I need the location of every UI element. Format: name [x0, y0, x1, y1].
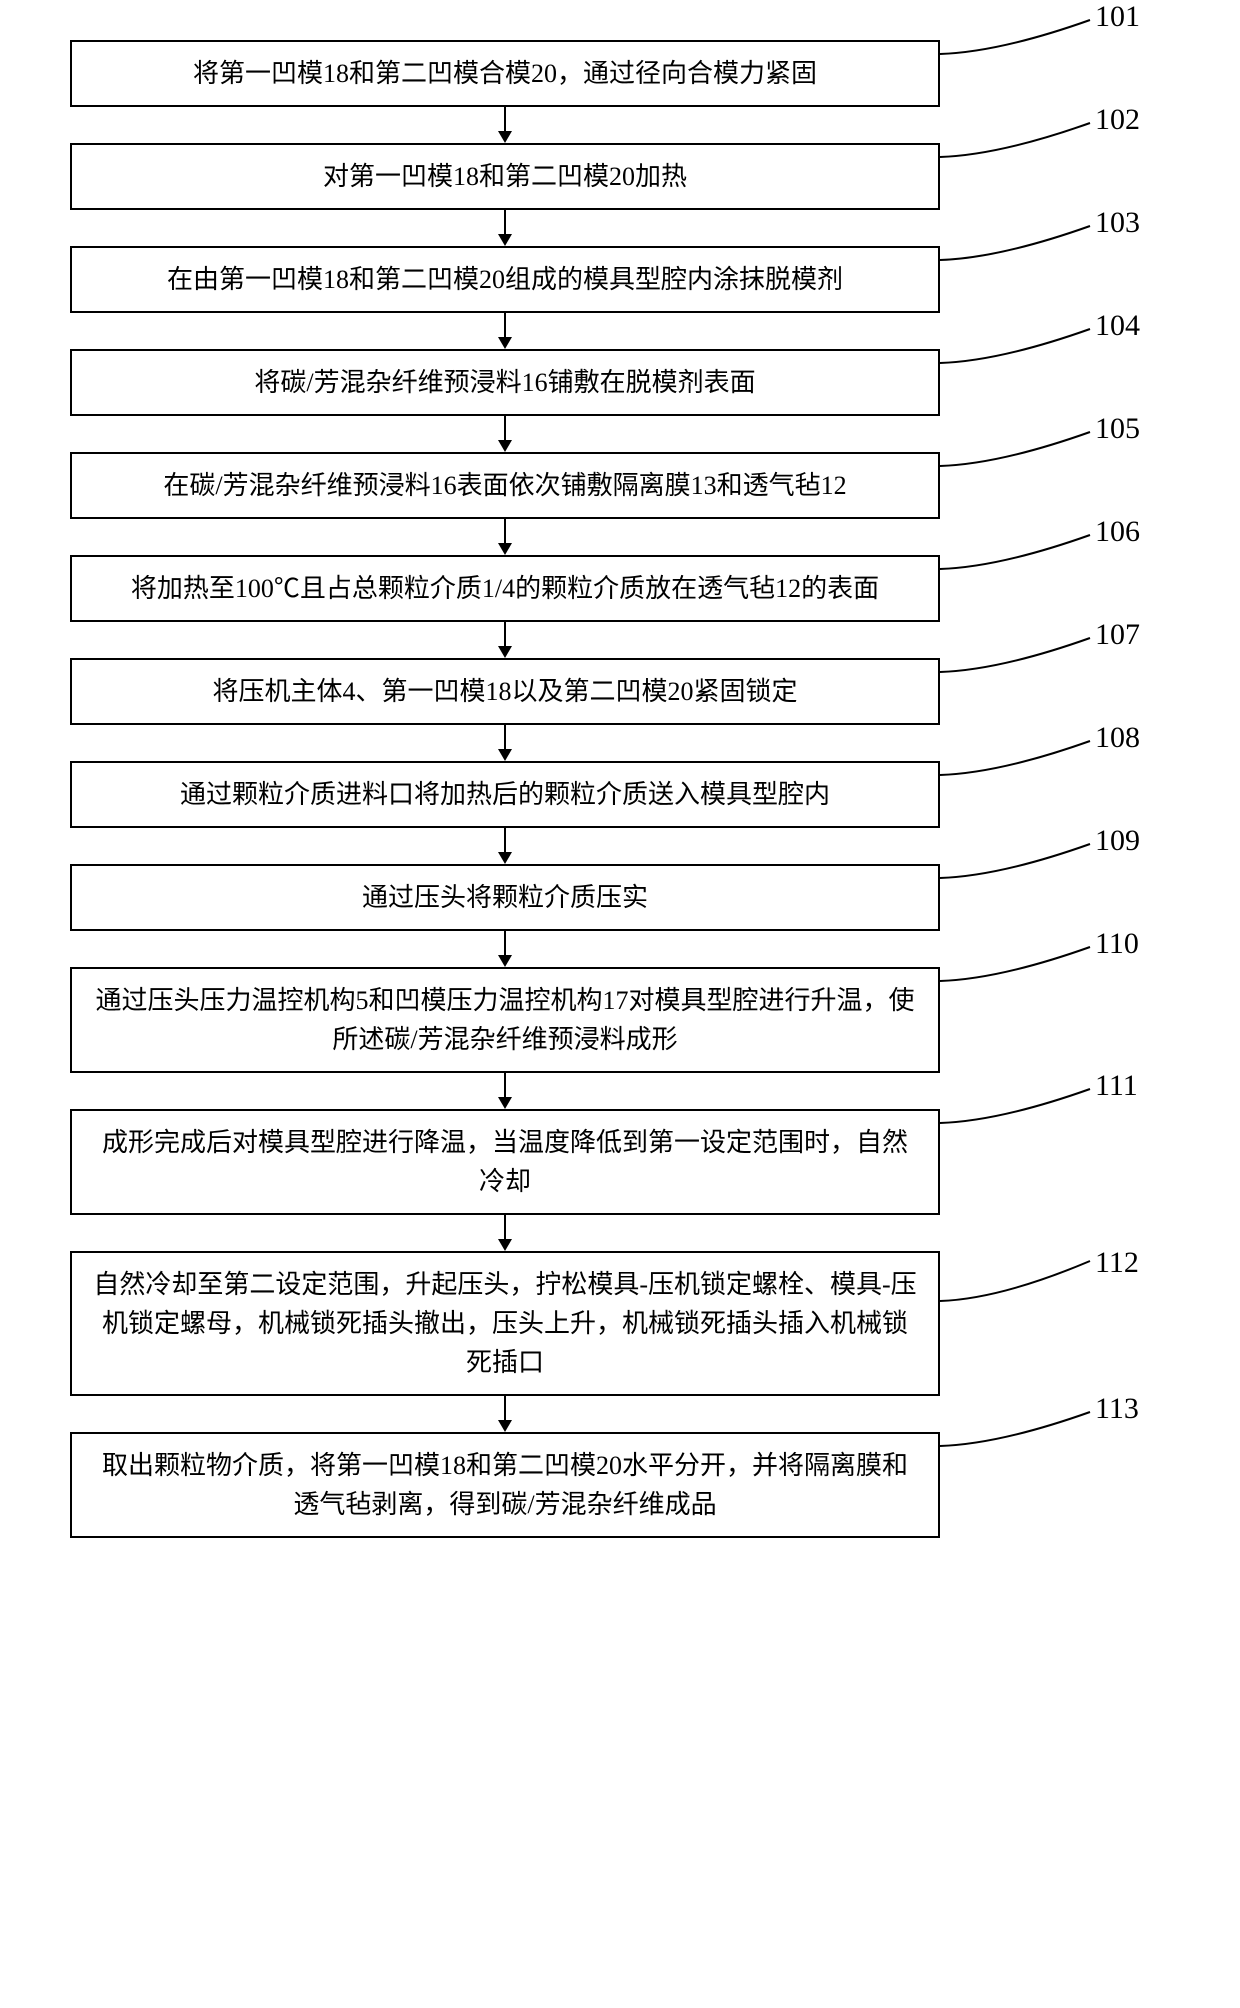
arrow: [70, 107, 940, 143]
step-text: 对第一凹模18和第二凹模20加热: [323, 162, 687, 191]
arrow: [70, 210, 940, 246]
step-row: 将第一凹模18和第二凹模合模20，通过径向合模力紧固 101: [70, 40, 1170, 107]
step-box-113: 取出颗粒物介质，将第一凹模18和第二凹模20水平分开，并将隔离膜和透气毡剥离，得…: [70, 1432, 940, 1538]
arrow: [70, 519, 940, 555]
arrow: [70, 1215, 940, 1251]
step-text: 通过压头压力温控机构5和凹模压力温控机构17对模具型腔进行升温，使所述碳/芳混杂…: [95, 986, 914, 1054]
step-label-108: 108: [1095, 721, 1140, 755]
arrow: [70, 828, 940, 864]
step-text: 将加热至100℃且占总颗粒介质1/4的颗粒介质放在透气毡12的表面: [131, 574, 879, 603]
step-box-111: 成形完成后对模具型腔进行降温，当温度降低到第一设定范围时，自然冷却: [70, 1109, 940, 1215]
step-row: 自然冷却至第二设定范围，升起压头，拧松模具-压机锁定螺栓、模具-压机锁定螺母，机…: [70, 1251, 1170, 1396]
step-label-101: 101: [1095, 0, 1140, 34]
step-label-111: 111: [1095, 1069, 1138, 1103]
step-label-107: 107: [1095, 618, 1140, 652]
arrow: [70, 313, 940, 349]
step-row: 将加热至100℃且占总颗粒介质1/4的颗粒介质放在透气毡12的表面 106: [70, 555, 1170, 622]
leader-line: [940, 658, 1110, 688]
step-box-104: 将碳/芳混杂纤维预浸料16铺敷在脱模剂表面: [70, 349, 940, 416]
step-label-102: 102: [1095, 103, 1140, 137]
step-text: 自然冷却至第二设定范围，升起压头，拧松模具-压机锁定螺栓、模具-压机锁定螺母，机…: [93, 1270, 916, 1377]
leader-line: [940, 246, 1110, 276]
step-label-103: 103: [1095, 206, 1140, 240]
leader-line: [940, 1109, 1110, 1139]
leader-line: [940, 761, 1110, 791]
step-label-104: 104: [1095, 309, 1140, 343]
leader-line: [940, 143, 1110, 173]
step-label-112: 112: [1095, 1246, 1139, 1280]
arrow: [70, 931, 940, 967]
step-box-112: 自然冷却至第二设定范围，升起压头，拧松模具-压机锁定螺栓、模具-压机锁定螺母，机…: [70, 1251, 940, 1396]
leader-line: [940, 864, 1110, 894]
step-label-106: 106: [1095, 515, 1140, 549]
leader-line: [940, 1271, 1110, 1311]
step-row: 在由第一凹模18和第二凹模20组成的模具型腔内涂抹脱模剂 103: [70, 246, 1170, 313]
step-row: 取出颗粒物介质，将第一凹模18和第二凹模20水平分开，并将隔离膜和透气毡剥离，得…: [70, 1432, 1170, 1538]
step-text: 通过压头将颗粒介质压实: [362, 883, 648, 912]
step-box-108: 通过颗粒介质进料口将加热后的颗粒介质送入模具型腔内: [70, 761, 940, 828]
leader-line: [940, 1432, 1110, 1462]
step-box-102: 对第一凹模18和第二凹模20加热: [70, 143, 940, 210]
step-row: 在碳/芳混杂纤维预浸料16表面依次铺敷隔离膜13和透气毡12 105: [70, 452, 1170, 519]
leader-line: [940, 349, 1110, 379]
step-box-101: 将第一凹模18和第二凹模合模20，通过径向合模力紧固: [70, 40, 940, 107]
step-text: 在由第一凹模18和第二凹模20组成的模具型腔内涂抹脱模剂: [167, 265, 843, 294]
step-text: 取出颗粒物介质，将第一凹模18和第二凹模20水平分开，并将隔离膜和透气毡剥离，得…: [102, 1451, 908, 1519]
step-text: 在碳/芳混杂纤维预浸料16表面依次铺敷隔离膜13和透气毡12: [163, 471, 846, 500]
leader-line: [940, 555, 1110, 585]
step-row: 对第一凹模18和第二凹模20加热 102: [70, 143, 1170, 210]
leader-line: [940, 40, 1110, 70]
step-text: 成形完成后对模具型腔进行降温，当温度降低到第一设定范围时，自然冷却: [102, 1128, 908, 1196]
arrow: [70, 416, 940, 452]
step-box-107: 将压机主体4、第一凹模18以及第二凹模20紧固锁定: [70, 658, 940, 725]
step-box-103: 在由第一凹模18和第二凹模20组成的模具型腔内涂抹脱模剂: [70, 246, 940, 313]
arrow: [70, 1073, 940, 1109]
step-label-109: 109: [1095, 824, 1140, 858]
step-box-110: 通过压头压力温控机构5和凹模压力温控机构17对模具型腔进行升温，使所述碳/芳混杂…: [70, 967, 940, 1073]
step-row: 成形完成后对模具型腔进行降温，当温度降低到第一设定范围时，自然冷却 111: [70, 1109, 1170, 1215]
step-row: 将碳/芳混杂纤维预浸料16铺敷在脱模剂表面 104: [70, 349, 1170, 416]
step-label-113: 113: [1095, 1392, 1139, 1426]
arrow: [70, 1396, 940, 1432]
flowchart-container: 将第一凹模18和第二凹模合模20，通过径向合模力紧固 101 对第一凹模18和第…: [70, 40, 1170, 1538]
leader-line: [940, 452, 1110, 482]
step-row: 将压机主体4、第一凹模18以及第二凹模20紧固锁定 107: [70, 658, 1170, 725]
arrow: [70, 725, 940, 761]
step-text: 通过颗粒介质进料口将加热后的颗粒介质送入模具型腔内: [180, 780, 830, 809]
step-box-109: 通过压头将颗粒介质压实: [70, 864, 940, 931]
step-row: 通过压头将颗粒介质压实 109: [70, 864, 1170, 931]
step-label-105: 105: [1095, 412, 1140, 446]
step-box-106: 将加热至100℃且占总颗粒介质1/4的颗粒介质放在透气毡12的表面: [70, 555, 940, 622]
step-text: 将碳/芳混杂纤维预浸料16铺敷在脱模剂表面: [254, 368, 755, 397]
step-row: 通过颗粒介质进料口将加热后的颗粒介质送入模具型腔内 108: [70, 761, 1170, 828]
step-box-105: 在碳/芳混杂纤维预浸料16表面依次铺敷隔离膜13和透气毡12: [70, 452, 940, 519]
step-row: 通过压头压力温控机构5和凹模压力温控机构17对模具型腔进行升温，使所述碳/芳混杂…: [70, 967, 1170, 1073]
step-text: 将第一凹模18和第二凹模合模20，通过径向合模力紧固: [193, 59, 817, 88]
leader-line: [940, 967, 1110, 997]
step-label-110: 110: [1095, 927, 1139, 961]
arrow: [70, 622, 940, 658]
step-text: 将压机主体4、第一凹模18以及第二凹模20紧固锁定: [212, 677, 797, 706]
